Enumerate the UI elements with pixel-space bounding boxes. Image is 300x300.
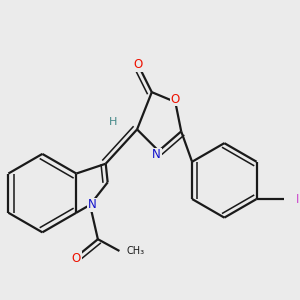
Text: O: O xyxy=(72,252,81,265)
Text: N: N xyxy=(88,198,96,212)
Text: N: N xyxy=(152,148,161,161)
Text: CH₃: CH₃ xyxy=(126,246,144,256)
Text: O: O xyxy=(171,92,180,106)
Text: O: O xyxy=(134,58,143,71)
Text: I: I xyxy=(296,193,299,206)
Text: H: H xyxy=(108,117,117,127)
